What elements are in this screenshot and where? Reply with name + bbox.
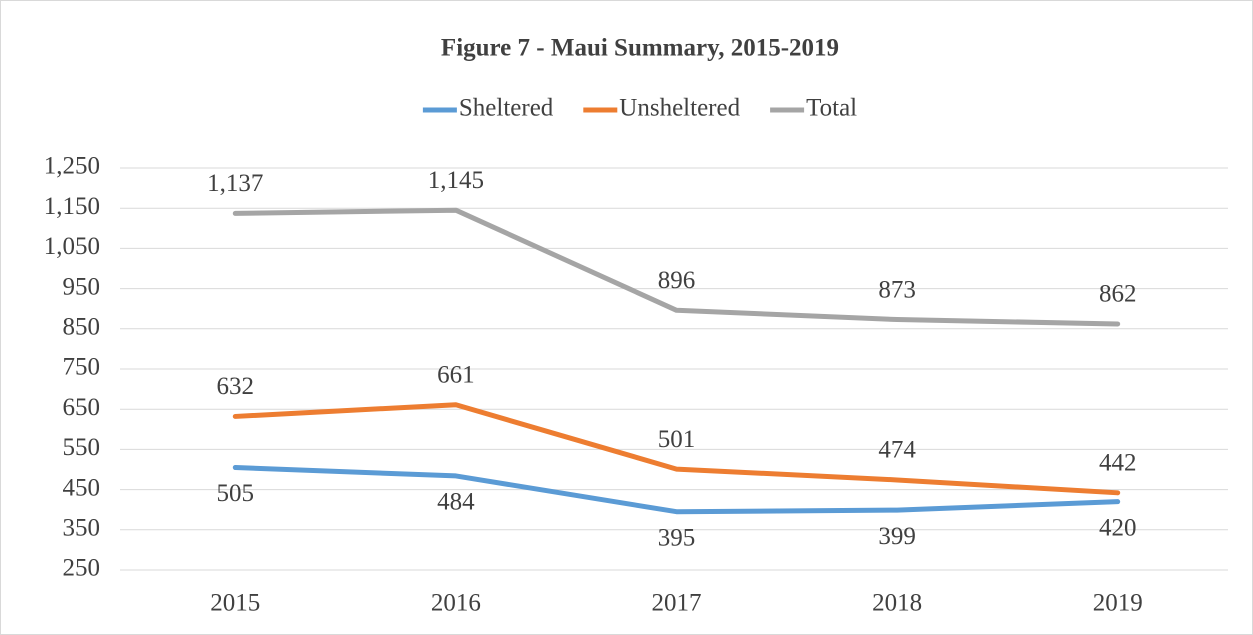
data-label: 873 bbox=[878, 276, 916, 303]
y-tick-label: 1,250 bbox=[44, 153, 100, 180]
data-label: 505 bbox=[217, 480, 255, 507]
data-label: 862 bbox=[1099, 281, 1137, 308]
legend-label: Total bbox=[806, 95, 857, 122]
legend-label: Sheltered bbox=[459, 95, 554, 122]
y-tick-label: 750 bbox=[63, 354, 101, 381]
y-tick-label: 850 bbox=[63, 314, 101, 341]
x-tick-label: 2015 bbox=[210, 590, 260, 617]
data-label: 896 bbox=[658, 267, 696, 294]
data-label: 474 bbox=[878, 437, 916, 464]
data-label: 1,145 bbox=[428, 167, 484, 194]
y-tick-label: 350 bbox=[63, 515, 101, 542]
data-label: 442 bbox=[1099, 450, 1137, 477]
y-tick-label: 250 bbox=[63, 555, 101, 582]
y-tick-label: 950 bbox=[63, 273, 101, 300]
y-tick-label: 650 bbox=[63, 394, 101, 421]
series-line bbox=[232, 207, 1121, 327]
y-tick-label: 550 bbox=[63, 434, 101, 461]
x-tick-label: 2018 bbox=[872, 590, 922, 617]
data-label: 420 bbox=[1099, 514, 1137, 541]
data-label: 632 bbox=[217, 373, 255, 400]
y-tick-label: 450 bbox=[63, 474, 101, 501]
x-tick-label: 2016 bbox=[431, 590, 481, 617]
data-label: 1,137 bbox=[207, 170, 263, 197]
legend-label: Unsheltered bbox=[619, 95, 740, 122]
x-tick-label: 2017 bbox=[652, 590, 702, 617]
data-label: 399 bbox=[878, 523, 916, 550]
series-line bbox=[232, 464, 1121, 515]
chart-title: Figure 7 - Maui Summary, 2015-2019 bbox=[441, 35, 839, 62]
x-tick-label: 2019 bbox=[1093, 590, 1143, 617]
data-label: 501 bbox=[658, 426, 696, 453]
y-tick-label: 1,050 bbox=[44, 233, 100, 260]
data-label: 661 bbox=[437, 362, 475, 389]
data-label: 395 bbox=[658, 524, 696, 551]
data-label: 484 bbox=[437, 489, 475, 516]
y-tick-label: 1,150 bbox=[44, 193, 100, 220]
series-line bbox=[232, 402, 1121, 496]
